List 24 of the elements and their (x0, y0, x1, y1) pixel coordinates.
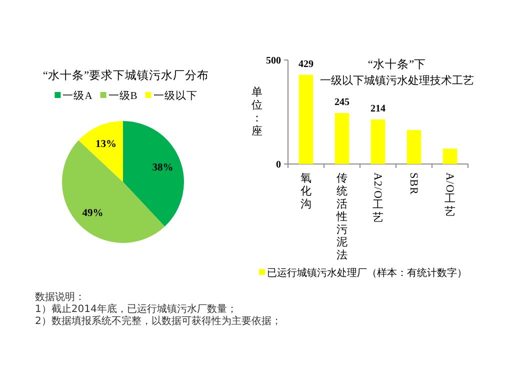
legend-label: 一级以下 (153, 89, 198, 102)
text: 一级以下城镇污水处理技术工艺 (320, 74, 474, 87)
y-tick-label: 500 (266, 56, 281, 66)
chart-title: “水十条”要求下城镇污水厂分布 (42, 69, 210, 82)
legend-label: 一级A (62, 90, 93, 102)
text: 数据说明： (35, 291, 85, 303)
data-label: 13% (96, 138, 117, 150)
data-label: 214 (370, 103, 386, 114)
x-tick-label: A/O工艺 (443, 172, 456, 218)
legend-label: 已运行城镇污水处理厂（样本：有统计数字） (267, 267, 467, 279)
legend-label: 一级B (108, 90, 138, 102)
chart-title: “水十条”下 (368, 58, 426, 71)
data-label: 49% (82, 208, 104, 220)
x-tick-label: 氧化沟 (300, 172, 312, 210)
text: 2）数据填报系统不完整，以数据可获得性为主要依据； (35, 315, 282, 327)
x-tick-label: SBR (407, 172, 420, 195)
y-tick-label: 0 (276, 160, 281, 170)
text: 1）截止2014年底，已运行城镇污水厂数量； (35, 303, 237, 315)
data-label: 429 (298, 58, 314, 70)
data-label: 245 (334, 97, 350, 108)
x-tick-label: A2/O工艺 (371, 172, 384, 224)
y-axis-title: 单位：座 (252, 86, 262, 138)
x-tick-label: 传统活性污泥法 (336, 172, 348, 262)
data-label: 38% (152, 162, 174, 174)
